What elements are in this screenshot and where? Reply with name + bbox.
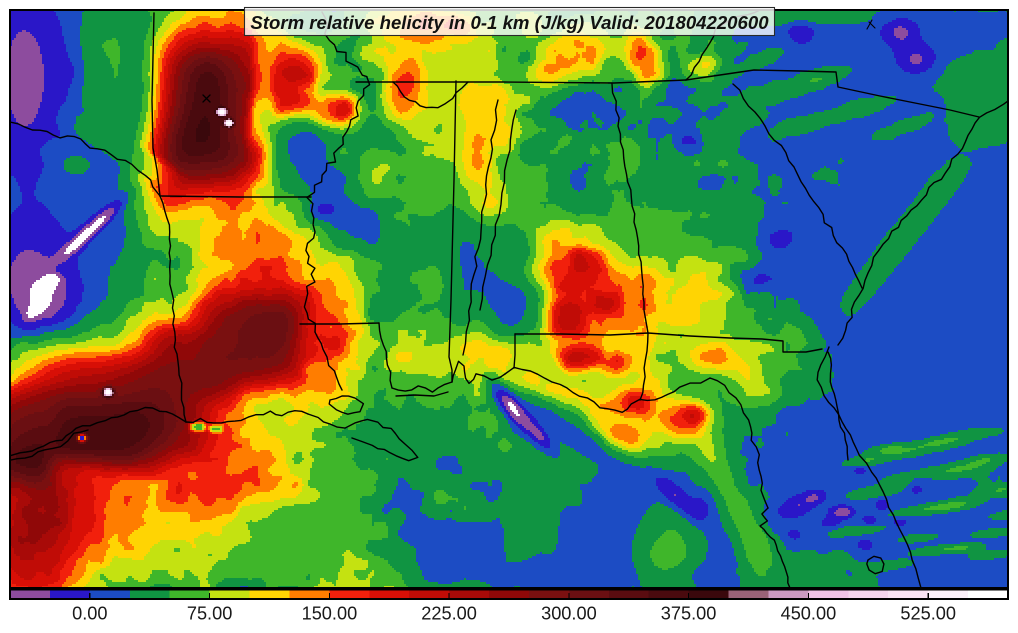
svg-text:375.00: 375.00 — [661, 604, 717, 624]
svg-text:75.00: 75.00 — [187, 604, 233, 624]
svg-text:Storm relative helicity in 0-1: Storm relative helicity in 0-1 km (J/kg)… — [250, 12, 769, 33]
svg-text:150.00: 150.00 — [302, 604, 358, 624]
svg-text:450.00: 450.00 — [781, 604, 837, 624]
svg-text:0.00: 0.00 — [72, 604, 107, 624]
svg-text:525.00: 525.00 — [900, 604, 956, 624]
svg-text:300.00: 300.00 — [541, 604, 597, 624]
svg-text:225.00: 225.00 — [421, 604, 477, 624]
